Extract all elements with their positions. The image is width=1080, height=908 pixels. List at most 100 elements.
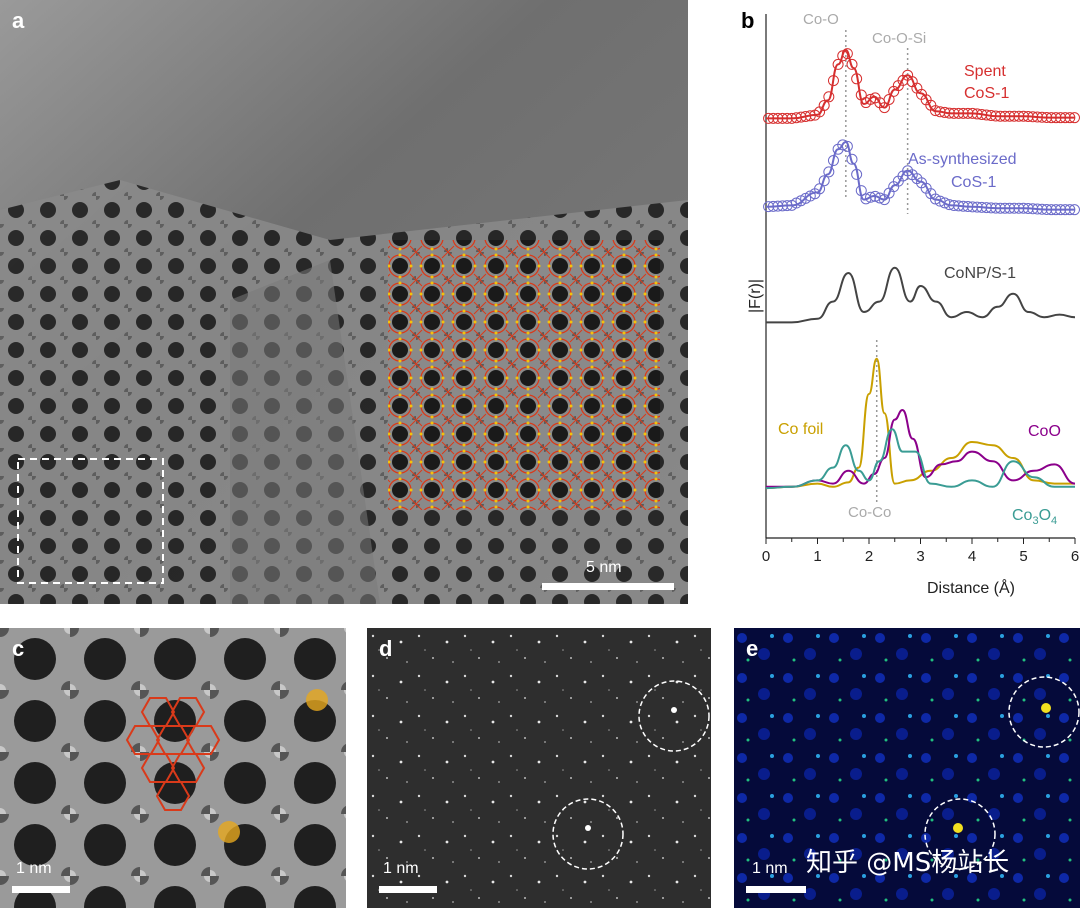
scalebar-label-e: 1 nm (752, 860, 788, 877)
x-tick-label: 1 (813, 548, 821, 565)
label-conp: CoNP/S-1 (944, 265, 1016, 282)
data-point (962, 107, 974, 119)
panel-c-image: c 1 nm (0, 628, 346, 908)
data-point (763, 201, 775, 213)
label-spent: Spent (964, 63, 1006, 80)
data-point (851, 168, 863, 180)
data-point (767, 200, 779, 212)
data-point (990, 202, 1002, 214)
panel-label-d: d (379, 636, 393, 661)
data-point (786, 112, 798, 124)
data-point (948, 107, 960, 119)
data-point (971, 201, 983, 213)
x-tick-label: 0 (762, 548, 770, 565)
data-point (1041, 204, 1053, 216)
data-point (772, 112, 784, 124)
label-co-foil: Co foil (778, 421, 823, 438)
data-point (855, 185, 867, 197)
data-point (1008, 202, 1020, 214)
data-point (841, 48, 853, 60)
data-point (851, 73, 863, 85)
series-line-co3o4 (765, 428, 1075, 490)
highlight-circle (638, 680, 710, 752)
data-point (874, 192, 886, 204)
highlight-circle (1008, 676, 1080, 748)
data-point (971, 108, 983, 120)
label-spent-cos1: CoS-1 (964, 85, 1009, 102)
x-axis-label: Distance (Å) (927, 578, 1015, 597)
data-point (827, 155, 839, 167)
scalebar-d (379, 886, 437, 893)
data-point (818, 175, 830, 187)
data-point (953, 107, 965, 119)
data-point (767, 112, 779, 124)
data-point (1036, 203, 1048, 215)
data-point (957, 200, 969, 212)
data-point (823, 166, 835, 178)
data-point (953, 200, 965, 212)
data-point (846, 58, 858, 70)
x-tick-label: 5 (1019, 548, 1027, 565)
panel-label-b: b (741, 8, 755, 33)
data-point (841, 140, 853, 152)
data-point (1018, 202, 1029, 214)
data-point (776, 112, 788, 124)
data-point (1068, 204, 1080, 216)
data-point (800, 110, 812, 122)
data-point (1068, 112, 1080, 124)
data-point (990, 110, 1002, 122)
data-point (976, 201, 988, 213)
data-point (976, 108, 988, 120)
ft-exafs-chart: 0 1 2 3 4 5 6 Co-O Co-O-Si Co-Co Spent CoS-1 A… (747, 11, 1080, 597)
data-point (934, 106, 946, 118)
haadf-stem-image-a (0, 0, 688, 604)
panel-label-e: e (746, 636, 759, 661)
data-point (1064, 204, 1076, 216)
panel-b-chart: 0 1 2 3 4 5 6 Co-O Co-O-Si Co-Co Spent CoS-1 A… (698, 0, 1080, 604)
data-point (1050, 112, 1062, 124)
x-tick-label: 2 (865, 548, 873, 565)
label-as-synthesized: As-synthesized (908, 151, 1017, 168)
data-point (1027, 203, 1039, 215)
haadf-stem-image-c (0, 628, 346, 908)
co-site-marker (218, 821, 240, 843)
framework-overlay (125, 697, 221, 811)
data-point (948, 200, 960, 212)
data-point (994, 202, 1006, 214)
x-tick-label: 3 (916, 548, 924, 565)
highlight-circle (924, 798, 996, 870)
y-axis-label: |F(r)| (747, 279, 764, 313)
data-point (1036, 111, 1048, 123)
panel-d-image: d 1 nm (367, 628, 711, 908)
data-point (865, 191, 877, 203)
label-as-synthesized-cos1: CoS-1 (951, 174, 996, 191)
scalebar-a (542, 583, 674, 590)
data-point (999, 110, 1011, 122)
series-line-co-foil (765, 357, 1075, 490)
data-point (1059, 204, 1071, 216)
series-line-coo (766, 408, 1076, 488)
data-point (790, 112, 802, 124)
data-point (1013, 110, 1025, 122)
data-point (1031, 111, 1043, 123)
data-point (763, 112, 775, 124)
data-point (781, 112, 793, 124)
co-site-marker (306, 689, 328, 711)
data-point (795, 111, 807, 123)
panel-e-image: e 1 nm (734, 628, 1080, 908)
data-point (827, 75, 839, 87)
data-point (967, 107, 979, 119)
data-point (980, 202, 992, 214)
data-point (1045, 204, 1057, 216)
data-point (1050, 204, 1062, 216)
scalebar-label-d: 1 nm (383, 860, 419, 877)
data-point (1004, 110, 1016, 122)
data-point (1022, 202, 1034, 214)
data-point (994, 110, 1006, 122)
highlight-circle (552, 798, 624, 870)
data-point (846, 153, 858, 165)
data-point (957, 107, 969, 119)
data-point (939, 106, 951, 118)
x-tick-label: 6 (1071, 548, 1079, 565)
scalebar-label-c: 1 nm (16, 860, 52, 877)
